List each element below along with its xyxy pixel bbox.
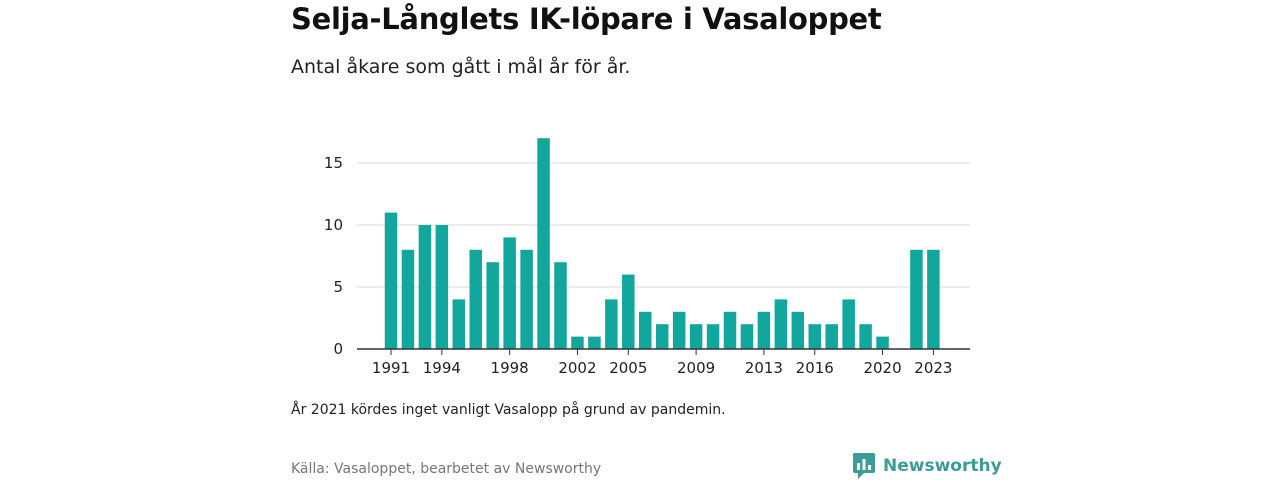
bar bbox=[503, 237, 516, 349]
x-tick-label: 1991 bbox=[372, 359, 410, 377]
bar bbox=[859, 324, 872, 349]
bar bbox=[639, 311, 652, 349]
bar bbox=[537, 138, 550, 349]
y-tick-label: 5 bbox=[333, 278, 343, 296]
chart-title: Selja-Långlets IK-löpare i Vasaloppet bbox=[291, 2, 882, 36]
bar bbox=[706, 324, 720, 349]
bar bbox=[910, 249, 923, 349]
y-tick-label: 10 bbox=[324, 216, 343, 234]
y-tick-label: 0 bbox=[333, 340, 343, 358]
bar bbox=[723, 311, 737, 349]
x-tick-label: 2005 bbox=[609, 359, 647, 377]
bar bbox=[842, 299, 855, 349]
bar bbox=[435, 225, 449, 349]
bar bbox=[825, 324, 838, 349]
bar bbox=[384, 212, 398, 349]
bar bbox=[622, 274, 635, 349]
bar bbox=[401, 249, 415, 349]
bar bbox=[469, 249, 482, 349]
x-tick-label: 1994 bbox=[423, 359, 461, 377]
bar bbox=[774, 299, 788, 349]
bar bbox=[689, 324, 703, 349]
footnote: År 2021 kördes inget vanligt Vasalopp på… bbox=[291, 402, 726, 418]
bar bbox=[520, 249, 533, 349]
bar bbox=[876, 336, 889, 349]
x-tick-label: 2013 bbox=[745, 359, 783, 377]
newsworthy-logo-icon bbox=[853, 453, 875, 479]
x-tick-label: 2020 bbox=[863, 359, 901, 377]
brand-name: Newsworthy bbox=[883, 456, 1002, 476]
bar bbox=[452, 299, 466, 349]
source-text: Källa: Vasaloppet, bearbetet av Newswort… bbox=[291, 461, 602, 477]
bar bbox=[740, 324, 754, 349]
bar bbox=[791, 311, 805, 349]
bar bbox=[808, 324, 821, 349]
x-tick-label: 2016 bbox=[796, 359, 834, 377]
x-tick-label: 2009 bbox=[677, 359, 715, 377]
chart-subtitle: Antal åkare som gått i mål år för år. bbox=[291, 56, 631, 78]
x-tick-label: 1998 bbox=[491, 359, 529, 377]
bar bbox=[418, 225, 432, 349]
x-tick-label: 2002 bbox=[558, 359, 596, 377]
bar bbox=[655, 324, 669, 349]
newsworthy-logo[interactable]: Newsworthy bbox=[852, 452, 1002, 480]
bar bbox=[588, 336, 601, 349]
bar bbox=[672, 311, 686, 349]
bar-chart: 0 5 10 15 1991 1994 1998 2002 2005 2009 2013 2016 20… bbox=[324, 138, 970, 377]
bar bbox=[486, 262, 499, 349]
bar bbox=[927, 249, 940, 349]
bar bbox=[605, 299, 618, 349]
bar bbox=[757, 311, 771, 349]
bar bbox=[554, 262, 567, 349]
y-tick-label: 15 bbox=[324, 154, 343, 172]
bar bbox=[571, 336, 584, 349]
x-tick-label: 2023 bbox=[914, 359, 952, 377]
